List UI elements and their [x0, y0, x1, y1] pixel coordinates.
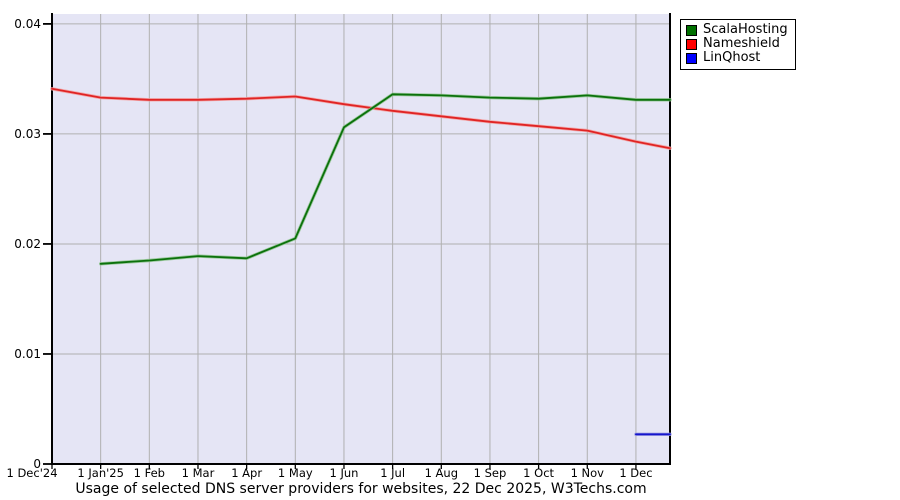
- series-line-nameshield: [51, 87, 671, 150]
- x-tick-label: 1 Mar: [182, 466, 215, 480]
- legend-swatch-icon: [686, 38, 697, 50]
- x-tick-label: 1 Jun: [329, 466, 358, 480]
- legend-swatch-icon: [686, 52, 697, 64]
- legend-label: Nameshield: [703, 36, 780, 51]
- legend-box: ScalaHosting Nameshield LinQhost: [680, 19, 796, 70]
- y-tick-label: 0.02: [14, 237, 41, 251]
- y-tick-label: 0.04: [14, 17, 41, 31]
- x-tick-label: 1 Dec: [619, 466, 652, 480]
- legend-swatch-icon: [686, 24, 697, 36]
- x-tick-label: 1 Aug: [425, 466, 458, 480]
- x-tick-label: 1 Apr: [231, 466, 262, 480]
- chart-title: Usage of selected DNS server providers f…: [75, 481, 647, 497]
- plot-area: [52, 14, 670, 464]
- y-tick-label: 0: [33, 457, 41, 471]
- x-tick-label: 1 Sep: [474, 466, 507, 480]
- y-tick-label: 0.01: [14, 347, 41, 361]
- x-tick-label: 1 Jul: [380, 466, 405, 480]
- x-tick-label: 1 Nov: [571, 466, 605, 480]
- legend-label: LinQhost: [703, 50, 761, 65]
- x-tick-label: 1 Feb: [134, 466, 165, 480]
- legend-item-nameshield: Nameshield: [686, 37, 788, 51]
- series-line-scalahosting: [99, 93, 671, 265]
- y-tick-label: 0.03: [14, 127, 41, 141]
- x-tick-label: 1 May: [278, 466, 313, 480]
- legend-item-scalahosting: ScalaHosting: [686, 23, 788, 37]
- x-tick-label: 1 Jan'25: [77, 466, 124, 480]
- legend-label: ScalaHosting: [703, 22, 788, 37]
- x-tick-label: 1 Oct: [523, 466, 554, 480]
- legend-item-linqhost: LinQhost: [686, 51, 788, 65]
- x-tick-label: 1 Dec'24: [6, 466, 57, 480]
